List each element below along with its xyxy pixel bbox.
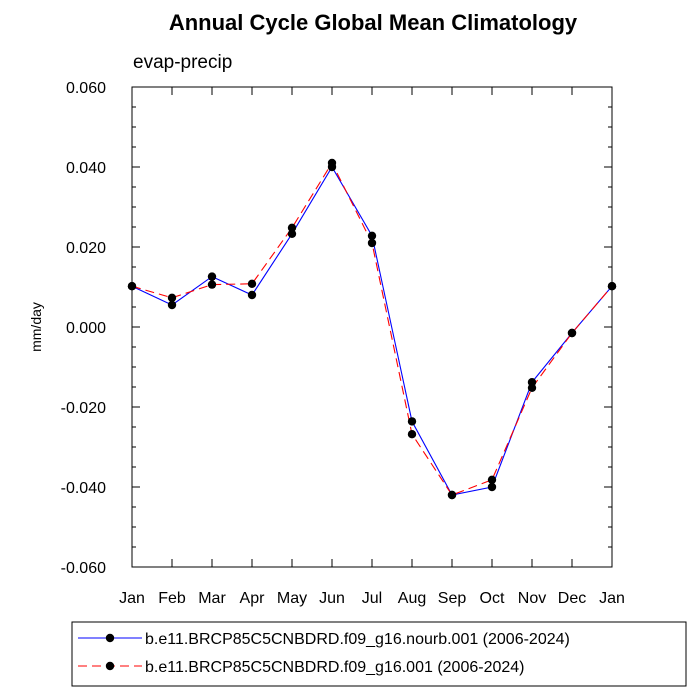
x-tick-label: Dec [558, 590, 586, 607]
y-tick-label: 0.020 [66, 240, 106, 257]
x-tick-label: Mar [198, 590, 226, 607]
legend-marker-1 [105, 633, 115, 643]
y-tick-labels: 0.060 0.040 0.020 0.000 -0.020 -0.040 -0.060 [61, 80, 106, 577]
series-1-point [167, 300, 177, 310]
y-axis-label: mm/day [28, 302, 44, 352]
x-tick-label: Jun [319, 590, 345, 607]
y-tick-label: 0.040 [66, 160, 106, 177]
series-2-point [327, 158, 337, 168]
x-tick-labels: Jan Feb Mar Apr May Jun Jul Aug Sep Oct Nov Dec Jan [119, 590, 625, 607]
series-line-1 [131, 165, 613, 496]
x-tick-label: Nov [518, 590, 546, 607]
series-2-point [527, 383, 537, 392]
series-line-2 [131, 161, 613, 496]
series-2-point [567, 328, 577, 338]
x-tick-label: Feb [158, 590, 186, 607]
legend-label-2: b.e11.BRCP85C5CNBDRD.f09_g16.001 (2006-2… [145, 659, 524, 676]
y-tick-label: -0.060 [61, 560, 106, 577]
chart-title: Annual Cycle Global Mean Climatology [169, 10, 578, 35]
y-tick-label: -0.040 [61, 480, 106, 497]
series-1-point [287, 229, 297, 238]
series-2-point [367, 238, 377, 248]
x-tick-label: Jul [362, 590, 382, 607]
series-1-point [367, 231, 377, 240]
x-tick-label: Sep [438, 590, 467, 607]
series-2-point [487, 475, 497, 484]
tick-marks [131, 86, 613, 568]
x-tick-label: Apr [240, 590, 266, 607]
chart-subtitle: evap-precip [133, 52, 232, 73]
series-2-point [167, 293, 177, 302]
series-markers [127, 158, 617, 500]
series-1-point [487, 482, 497, 492]
series-2-point [287, 223, 297, 232]
series-2-point [407, 430, 417, 439]
legend: b.e11.BRCP85C5CNBDRD.f09_g16.nourb.001 (… [71, 621, 687, 687]
series-1-point [247, 290, 257, 300]
y-tick-label: -0.020 [61, 400, 106, 417]
y-tick-label: 0.060 [66, 80, 106, 97]
series-2-point [447, 490, 457, 500]
legend-box [71, 621, 687, 687]
series-lines [131, 161, 613, 496]
series-2-point [207, 280, 217, 289]
x-tick-label: Aug [398, 590, 426, 607]
plot-frame [131, 86, 613, 568]
x-tick-label: Jan [119, 590, 145, 607]
x-tick-label: Oct [480, 590, 505, 607]
series-1-point [407, 417, 417, 426]
series-2-point [247, 279, 257, 288]
series-1-point [207, 272, 217, 281]
x-tick-label: Jan [599, 590, 625, 607]
legend-label-1: b.e11.BRCP85C5CNBDRD.f09_g16.nourb.001 (… [145, 631, 570, 648]
legend-marker-2 [105, 661, 115, 671]
y-tick-label: 0.000 [66, 320, 106, 337]
x-tick-label: May [277, 590, 307, 607]
